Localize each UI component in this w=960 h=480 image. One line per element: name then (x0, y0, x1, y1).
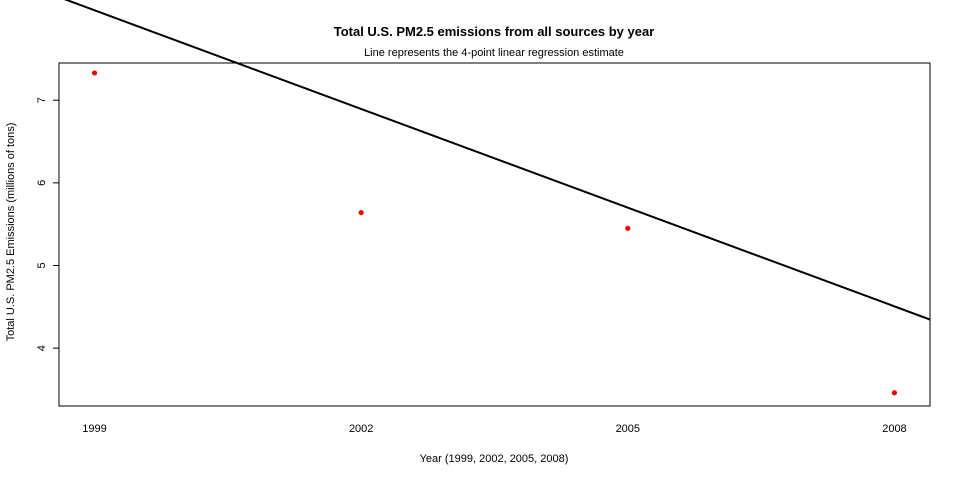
y-axis-label: Total U.S. PM2.5 Emissions (millions of … (5, 123, 17, 342)
chart-title: Total U.S. PM2.5 emissions from all sour… (334, 24, 655, 39)
data-point (625, 225, 631, 231)
data-point (891, 390, 898, 396)
regression-line (63, 0, 931, 321)
chart-subtitle: Line represents the 4-point linear regre… (364, 47, 624, 59)
y-tick-label: 6 (36, 180, 48, 186)
x-tick-label: 1999 (82, 423, 106, 435)
y-tick-label: 5 (36, 262, 48, 268)
x-tick-label: 2005 (616, 423, 640, 435)
data-point (358, 209, 364, 216)
y-tick-label: 7 (36, 97, 48, 103)
x-axis: 1999 2002 2005 2008 (82, 423, 906, 435)
data-point (91, 70, 98, 76)
plot-frame (58, 62, 931, 407)
y-axis: 4 5 6 7 (36, 97, 59, 351)
y-tick-label: 4 (36, 345, 48, 351)
data-points (91, 70, 898, 396)
x-tick-label: 2008 (882, 423, 906, 435)
x-axis-label: Year (1999, 2002, 2005, 2008) (420, 453, 569, 465)
x-tick-label: 2002 (349, 423, 373, 435)
